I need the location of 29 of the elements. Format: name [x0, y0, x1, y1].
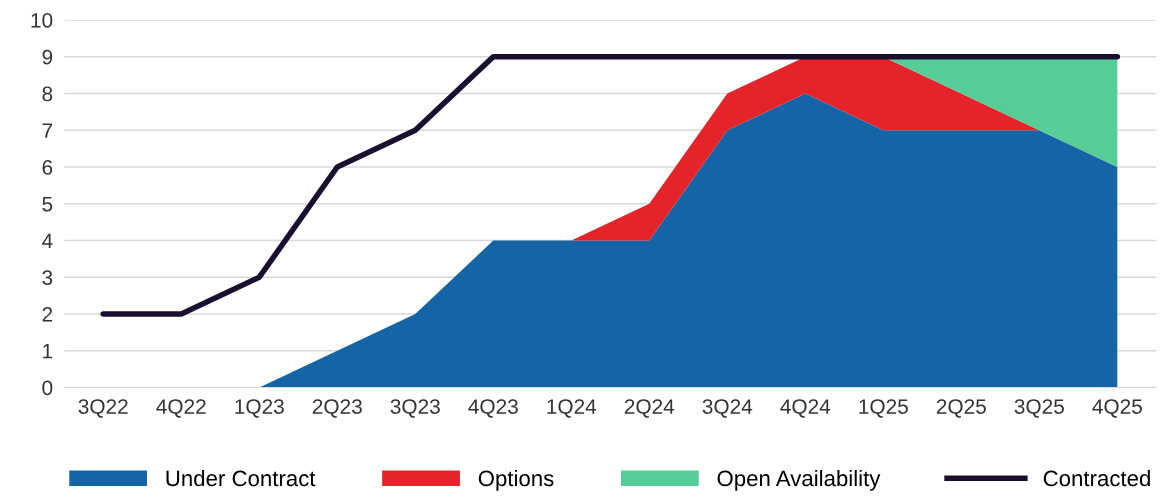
y-tick-label: 1: [43, 343, 53, 359]
x-tick-label: 1Q25: [859, 399, 908, 418]
x-tick-label: 2Q24: [624, 399, 675, 418]
y-tick-label: 3: [42, 270, 53, 285]
x-tick-label: 1Q24: [547, 399, 597, 418]
y-tick-label: 8: [42, 86, 53, 102]
y-tick-label: 9: [42, 49, 53, 65]
x-tick-label: 4Q22: [156, 399, 206, 418]
x-tick-label: 1Q23: [235, 399, 284, 418]
y-tick-label: 6: [42, 160, 53, 175]
x-tick-label: 3Q24: [702, 399, 753, 418]
y-tick-label: 10: [31, 13, 53, 28]
x-tick-label: 4Q25: [1092, 399, 1142, 418]
y-tick-label: 7: [42, 123, 53, 138]
legend-label: Contracted: [1043, 469, 1150, 487]
x-tick-label: 4Q23: [468, 399, 518, 418]
x-tick-label: 4Q24: [780, 399, 831, 418]
y-tick-label: 5: [42, 196, 53, 212]
x-tick-label: 2Q25: [936, 399, 986, 418]
y-tick-label: 0: [42, 380, 53, 396]
legend-label: Options: [478, 469, 554, 491]
x-tick-label: 3Q23: [390, 399, 440, 418]
y-tick-label: 4: [42, 233, 53, 249]
x-tick-label: 3Q22: [78, 399, 128, 418]
x-tick-label: 3Q25: [1014, 399, 1064, 418]
x-tick-label: 2Q23: [312, 399, 362, 418]
y-tick-label: 2: [42, 307, 53, 322]
legend-label: Under Contract: [166, 469, 316, 487]
legend-label: Open Availability: [717, 469, 881, 491]
